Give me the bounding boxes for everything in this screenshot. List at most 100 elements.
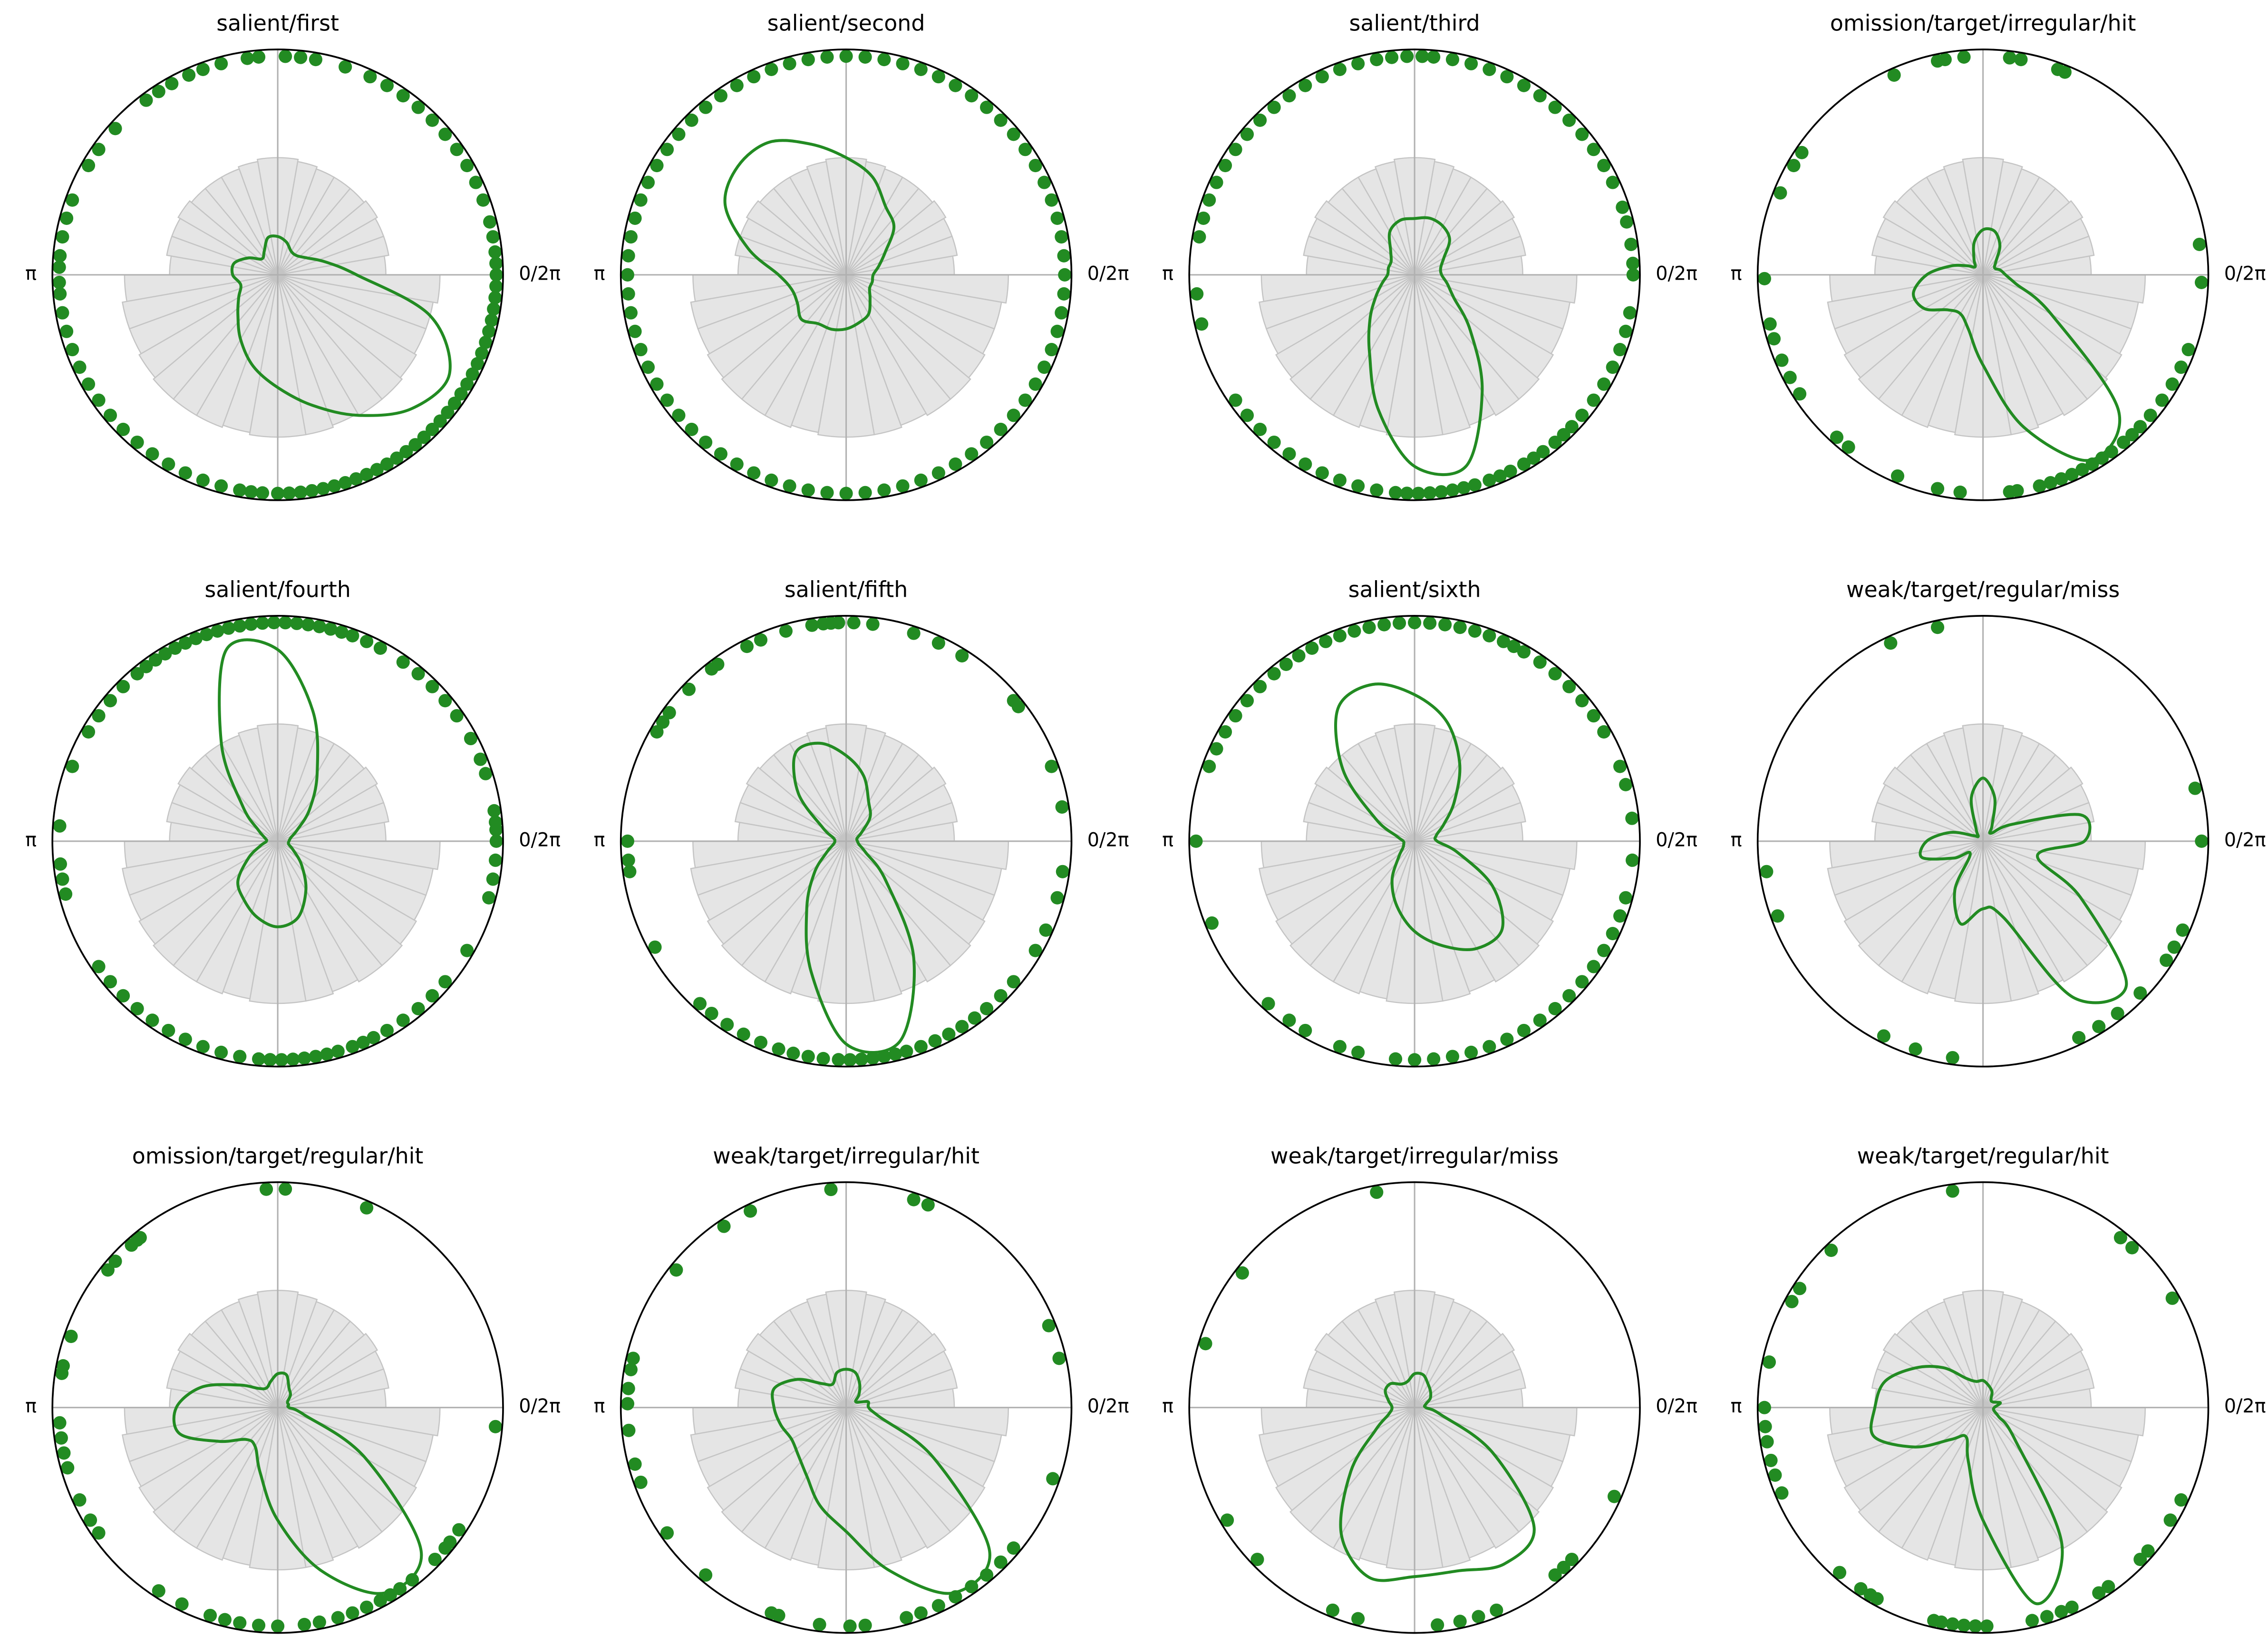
event-point (1240, 409, 1254, 422)
event-point (839, 487, 853, 500)
event-point (476, 193, 490, 207)
event-point (1267, 435, 1281, 449)
event-point (441, 406, 455, 419)
event-point (877, 1050, 891, 1063)
event-point (1046, 1472, 1060, 1486)
event-point (2192, 237, 2206, 251)
event-point (426, 989, 439, 1003)
event-point (931, 466, 945, 480)
event-point (2051, 62, 2064, 76)
event-point (2111, 1006, 2124, 1021)
event-point (907, 626, 921, 640)
event-point (1412, 487, 1425, 500)
event-point (1042, 1319, 1056, 1333)
event-point (433, 414, 447, 428)
histogram-bar (277, 840, 417, 945)
event-point (1768, 1468, 1782, 1482)
event-point (714, 89, 727, 103)
event-point (2010, 484, 2024, 497)
histogram-bar (1982, 1407, 2123, 1511)
event-point (620, 1397, 635, 1411)
subplot-title: weak/target/regular/miss (1846, 576, 2120, 602)
event-point (482, 324, 496, 338)
event-point (1267, 100, 1281, 114)
event-point (2125, 1241, 2139, 1255)
event-point (60, 211, 74, 225)
event-point (1055, 800, 1069, 814)
event-point (994, 422, 1008, 436)
event-point (73, 1493, 87, 1507)
event-point (1613, 343, 1627, 357)
histogram-bar (277, 1407, 334, 1568)
event-point (57, 1446, 71, 1460)
event-point (320, 1047, 334, 1061)
polar-frame (620, 49, 1073, 501)
polar-frame (1756, 615, 2210, 1068)
event-point (1229, 393, 1242, 407)
event-point (305, 484, 319, 497)
event-point (196, 62, 210, 76)
histogram-bar (1982, 274, 2108, 400)
event-point (1842, 440, 1855, 454)
histogram-bar (1332, 1407, 1415, 1561)
event-point (475, 346, 489, 360)
event-point (1388, 486, 1403, 499)
event-point (820, 50, 834, 64)
theta-tick-label: π (1731, 263, 1742, 284)
event-point (820, 486, 834, 499)
event-point (1597, 944, 1611, 957)
event-point (1597, 377, 1611, 391)
theta-tick-label: π (1731, 829, 1742, 851)
event-point (92, 143, 106, 156)
event-point (1202, 759, 1216, 773)
event-point (1483, 1040, 1496, 1053)
theta-tick-label: 0/2π (1087, 1395, 1129, 1417)
event-point (488, 1420, 503, 1433)
subplot-title: salient/second (767, 10, 925, 36)
event-point (1619, 778, 1633, 791)
event-point (772, 1608, 785, 1622)
event-point (471, 357, 485, 370)
event-point (965, 89, 979, 103)
event-point (406, 1573, 419, 1587)
event-point (479, 767, 493, 780)
event-point (858, 1618, 872, 1632)
polar-frame (51, 615, 504, 1068)
event-point (130, 435, 144, 449)
event-point (907, 1193, 921, 1207)
event-point (1253, 422, 1267, 436)
event-point (482, 891, 496, 905)
event-point (660, 393, 674, 407)
event-point (1616, 200, 1629, 214)
histogram-bar (1414, 1407, 1554, 1511)
event-point (1533, 1013, 1547, 1027)
event-point (1533, 655, 1547, 669)
event-point (2092, 1586, 2106, 1600)
event-point (877, 53, 891, 67)
event-point (324, 622, 338, 636)
event-point (233, 619, 247, 633)
event-point (1884, 636, 1898, 650)
event-point (447, 397, 462, 410)
event-point (489, 256, 503, 270)
event-point (373, 1594, 387, 1607)
event-point (765, 62, 778, 76)
theta-tick-label: 0/2π (2224, 829, 2266, 851)
event-point (488, 245, 502, 259)
event-point (754, 633, 768, 647)
event-point (346, 1040, 359, 1053)
event-point (2188, 781, 2202, 795)
event-point (928, 1034, 942, 1048)
histogram-bar (845, 1407, 986, 1511)
histogram-bar (845, 1407, 902, 1568)
event-point (1575, 975, 1589, 989)
event-point (900, 1044, 913, 1058)
event-point (1055, 230, 1068, 244)
event-point (1953, 485, 1967, 499)
event-point (813, 1617, 826, 1632)
histogram-bar (1314, 1333, 1415, 1408)
event-point (1197, 211, 1211, 225)
event-point (2181, 343, 2195, 357)
event-point (1785, 1295, 1799, 1308)
event-point (428, 1552, 442, 1567)
